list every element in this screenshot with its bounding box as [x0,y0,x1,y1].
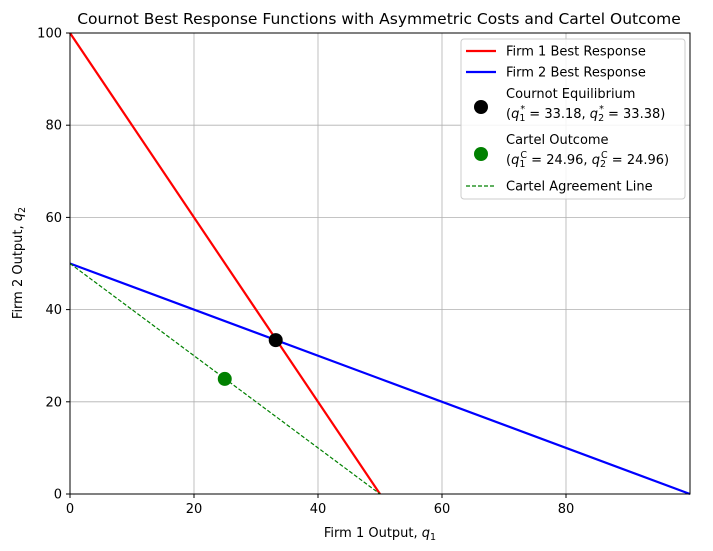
plot-area [69,32,691,496]
x-axis-label: Firm 1 Output, q1 [324,526,436,543]
legend-cournot-q2: 33.38 [623,107,660,122]
firm-2-best-response-line [69,262,691,496]
firm-1-best-response-line [69,32,381,495]
y-tick-label: 0 [54,488,62,503]
x-tick-label: 0 [66,502,74,517]
legend-firm1-label: Firm 1 Best Response [506,45,646,60]
legend-box [460,38,686,200]
legend-cournot-q1: 33.18 [544,107,581,122]
legend: Firm 1 Best Response Firm 2 Best Respons… [460,38,686,200]
legend-cartel-values: (q1C = 24.96, q2C = 24.96) [506,150,669,170]
legend-cartel-q1: 24.96 [546,153,583,168]
y-tick-label: 60 [45,211,62,226]
y-tick-label: 100 [37,27,62,42]
legend-cournot-label: Cournot Equilibrium [506,87,635,102]
legend-firm2-label: Firm 2 Best Response [506,66,646,81]
y-tick-label: 80 [45,119,62,134]
legend-cartel-marker [474,147,488,161]
legend-cournot-marker [474,100,488,114]
x-tick-label: 40 [310,502,327,517]
x-axis: 0 20 40 60 80 [66,494,574,517]
legend-cartel-line-label: Cartel Agreement Line [506,180,653,195]
legend-cartel-label: Cartel Outcome [506,133,609,148]
chart-title: Cournot Best Response Functions with Asy… [77,10,681,28]
cournot-equilibrium-point [268,333,283,348]
cartel-outcome-point [217,371,232,386]
y-axis: 0 20 40 60 80 100 [37,27,70,503]
legend-cournot-values: (q1* = 33.18, q2* = 33.38) [506,104,665,124]
x-tick-label: 60 [434,502,451,517]
y-axis-label: Firm 2 Output, q2 [11,207,28,319]
legend-cartel-q2: 24.96 [627,153,664,168]
x-tick-label: 80 [558,502,575,517]
y-tick-label: 40 [45,303,62,318]
y-tick-label: 20 [45,395,62,410]
plot-frame [69,32,691,495]
x-tick-label: 20 [186,502,203,517]
